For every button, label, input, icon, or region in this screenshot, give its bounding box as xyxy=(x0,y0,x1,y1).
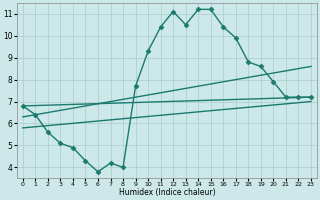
X-axis label: Humidex (Indice chaleur): Humidex (Indice chaleur) xyxy=(119,188,215,197)
